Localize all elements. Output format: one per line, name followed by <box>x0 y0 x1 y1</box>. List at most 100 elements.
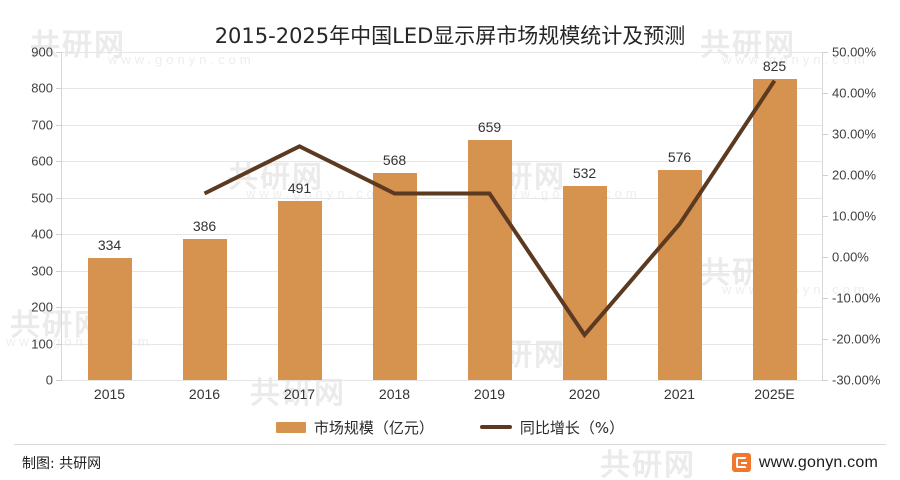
legend-line-swatch-icon <box>479 425 512 429</box>
y-axis-right-tick: 50.00% <box>832 44 877 60</box>
chart-legend: 市场规模（亿元） 同比增长（%） <box>0 414 900 440</box>
y-axis-right-tick-mark <box>822 257 828 258</box>
x-axis-tick: 2025E <box>754 386 795 402</box>
bar-value-label: 659 <box>477 118 502 135</box>
y-axis-left-tick-mark <box>56 234 62 236</box>
gridline <box>62 124 822 126</box>
bar-value-label: 532 <box>572 165 597 182</box>
y-axis-left-tick-mark <box>56 124 62 126</box>
y-axis-right-tick: 10.00% <box>832 208 877 224</box>
bar-cell: 576 <box>632 52 727 380</box>
y-axis-right-tick: 0.00% <box>832 249 869 265</box>
y-axis-left-tick-mark <box>56 380 62 381</box>
gridline <box>62 161 822 163</box>
bar[interactable] <box>467 139 512 380</box>
footer-site[interactable]: www.gonyn.com <box>731 453 878 472</box>
x-axis-tick: 2015 <box>93 386 126 402</box>
bar-cell: 568 <box>347 52 442 380</box>
footer-site-url: www.gonyn.com <box>758 453 878 471</box>
y-axis-left-tick: 300 <box>31 263 53 279</box>
y-axis-left-line <box>61 52 62 380</box>
bar-value-label: 491 <box>287 180 312 197</box>
x-axis-tick: 2016 <box>188 386 221 402</box>
gridline <box>62 380 822 381</box>
y-axis-left-tick-mark <box>56 197 62 199</box>
y-axis-left-tick: 500 <box>31 190 53 206</box>
bar-value-label: 334 <box>97 237 122 254</box>
bar[interactable] <box>182 239 227 380</box>
legend-bar-swatch-icon <box>275 421 306 433</box>
x-axis-tick: 2019 <box>473 386 506 402</box>
plot-canvas: 0 100 200 300 400 500 600 700 800 900 -30.00% -20.… <box>31 45 880 388</box>
bar-cell: 659 <box>442 52 537 380</box>
x-axis-tick: 2021 <box>663 386 696 402</box>
bar-series: 334 386 491 568 659 532 576 825 <box>62 52 822 380</box>
line-series <box>203 79 777 339</box>
gridline <box>62 270 822 272</box>
y-axis-left-tick-mark <box>56 52 62 53</box>
x-axis-labels: 2015 2016 2017 2018 2019 2020 2021 2025E <box>62 386 822 410</box>
bar-cell: 386 <box>157 52 252 380</box>
y-axis-left-tick: 900 <box>31 44 53 60</box>
bar-value-label: 386 <box>192 218 217 235</box>
bar-cell: 532 <box>537 52 632 380</box>
y-axis-left-tick-mark <box>56 270 62 272</box>
legend-item-bar[interactable]: 市场规模（亿元） <box>275 417 434 438</box>
x-axis-tick: 2018 <box>378 386 411 402</box>
footer-divider <box>14 444 886 445</box>
y-axis-right-tick: -10.00% <box>832 290 881 306</box>
y-axis-left-tick-mark <box>56 88 62 90</box>
footer: 制图: 共研网 www.gonyn.com <box>0 445 900 480</box>
bar-cell: 334 <box>62 52 157 380</box>
bar-value-label: 568 <box>382 152 407 168</box>
y-axis-left-tick-mark <box>56 161 62 163</box>
y-axis-right-tick: 30.00% <box>832 126 877 142</box>
bar[interactable] <box>752 79 797 380</box>
gridline <box>62 307 822 309</box>
bar-value-label: 576 <box>667 149 692 166</box>
bar[interactable] <box>87 258 132 380</box>
growth-line[interactable] <box>203 79 777 339</box>
x-axis-tick: 2020 <box>568 386 601 402</box>
legend-item-line[interactable]: 同比增长（%） <box>479 417 625 438</box>
bar[interactable] <box>372 173 417 380</box>
y-axis-right-tick-mark <box>822 339 828 340</box>
footer-credit: 制图: 共研网 <box>22 455 102 472</box>
y-axis-right-tick-mark <box>822 380 828 381</box>
bar-cell: 491 <box>252 52 347 380</box>
bar-cell: 825 <box>727 52 822 380</box>
gridline <box>62 343 822 345</box>
y-axis-left-tick-mark <box>56 307 62 309</box>
y-axis-left-tick: 400 <box>31 226 53 242</box>
y-axis-left-tick: 0 <box>45 372 53 388</box>
y-axis-left-tick: 700 <box>31 117 53 133</box>
y-axis-right-tick: -20.00% <box>832 331 881 347</box>
gridline <box>62 234 822 236</box>
gridline <box>62 52 822 53</box>
y-axis-right-tick-mark <box>822 298 828 299</box>
x-axis-tick: 2017 <box>283 386 316 402</box>
y-axis-left-tick: 200 <box>31 299 53 315</box>
legend-bar-label: 市场规模（亿元） <box>313 418 434 437</box>
legend-line-label: 同比增长（%） <box>519 418 625 437</box>
y-axis-right-tick-mark <box>822 216 828 217</box>
y-axis-left-tick: 800 <box>31 80 53 96</box>
bar-value-label: 825 <box>762 58 787 75</box>
bar[interactable] <box>277 201 322 380</box>
y-axis-left-tick: 600 <box>31 153 53 169</box>
gridline <box>62 197 822 199</box>
y-axis-right-tick-mark <box>822 52 828 53</box>
y-axis-right-tick: 40.00% <box>832 85 877 101</box>
y-axis-right-tick-mark <box>822 134 828 135</box>
chart-title: 2015-2025年中国LED显示屏市场规模统计及预测 <box>214 24 686 48</box>
y-axis-right-tick-mark <box>822 93 828 94</box>
gridline <box>62 88 822 90</box>
y-axis-right-tick: -30.00% <box>832 372 881 388</box>
gonyn-logo-icon <box>731 453 751 472</box>
bar[interactable] <box>562 186 607 380</box>
y-axis-right-tick: 20.00% <box>832 167 877 183</box>
y-axis-left-tick: 100 <box>31 336 53 352</box>
y-axis-left-tick-mark <box>56 343 62 345</box>
y-axis-right-tick-mark <box>822 175 828 176</box>
